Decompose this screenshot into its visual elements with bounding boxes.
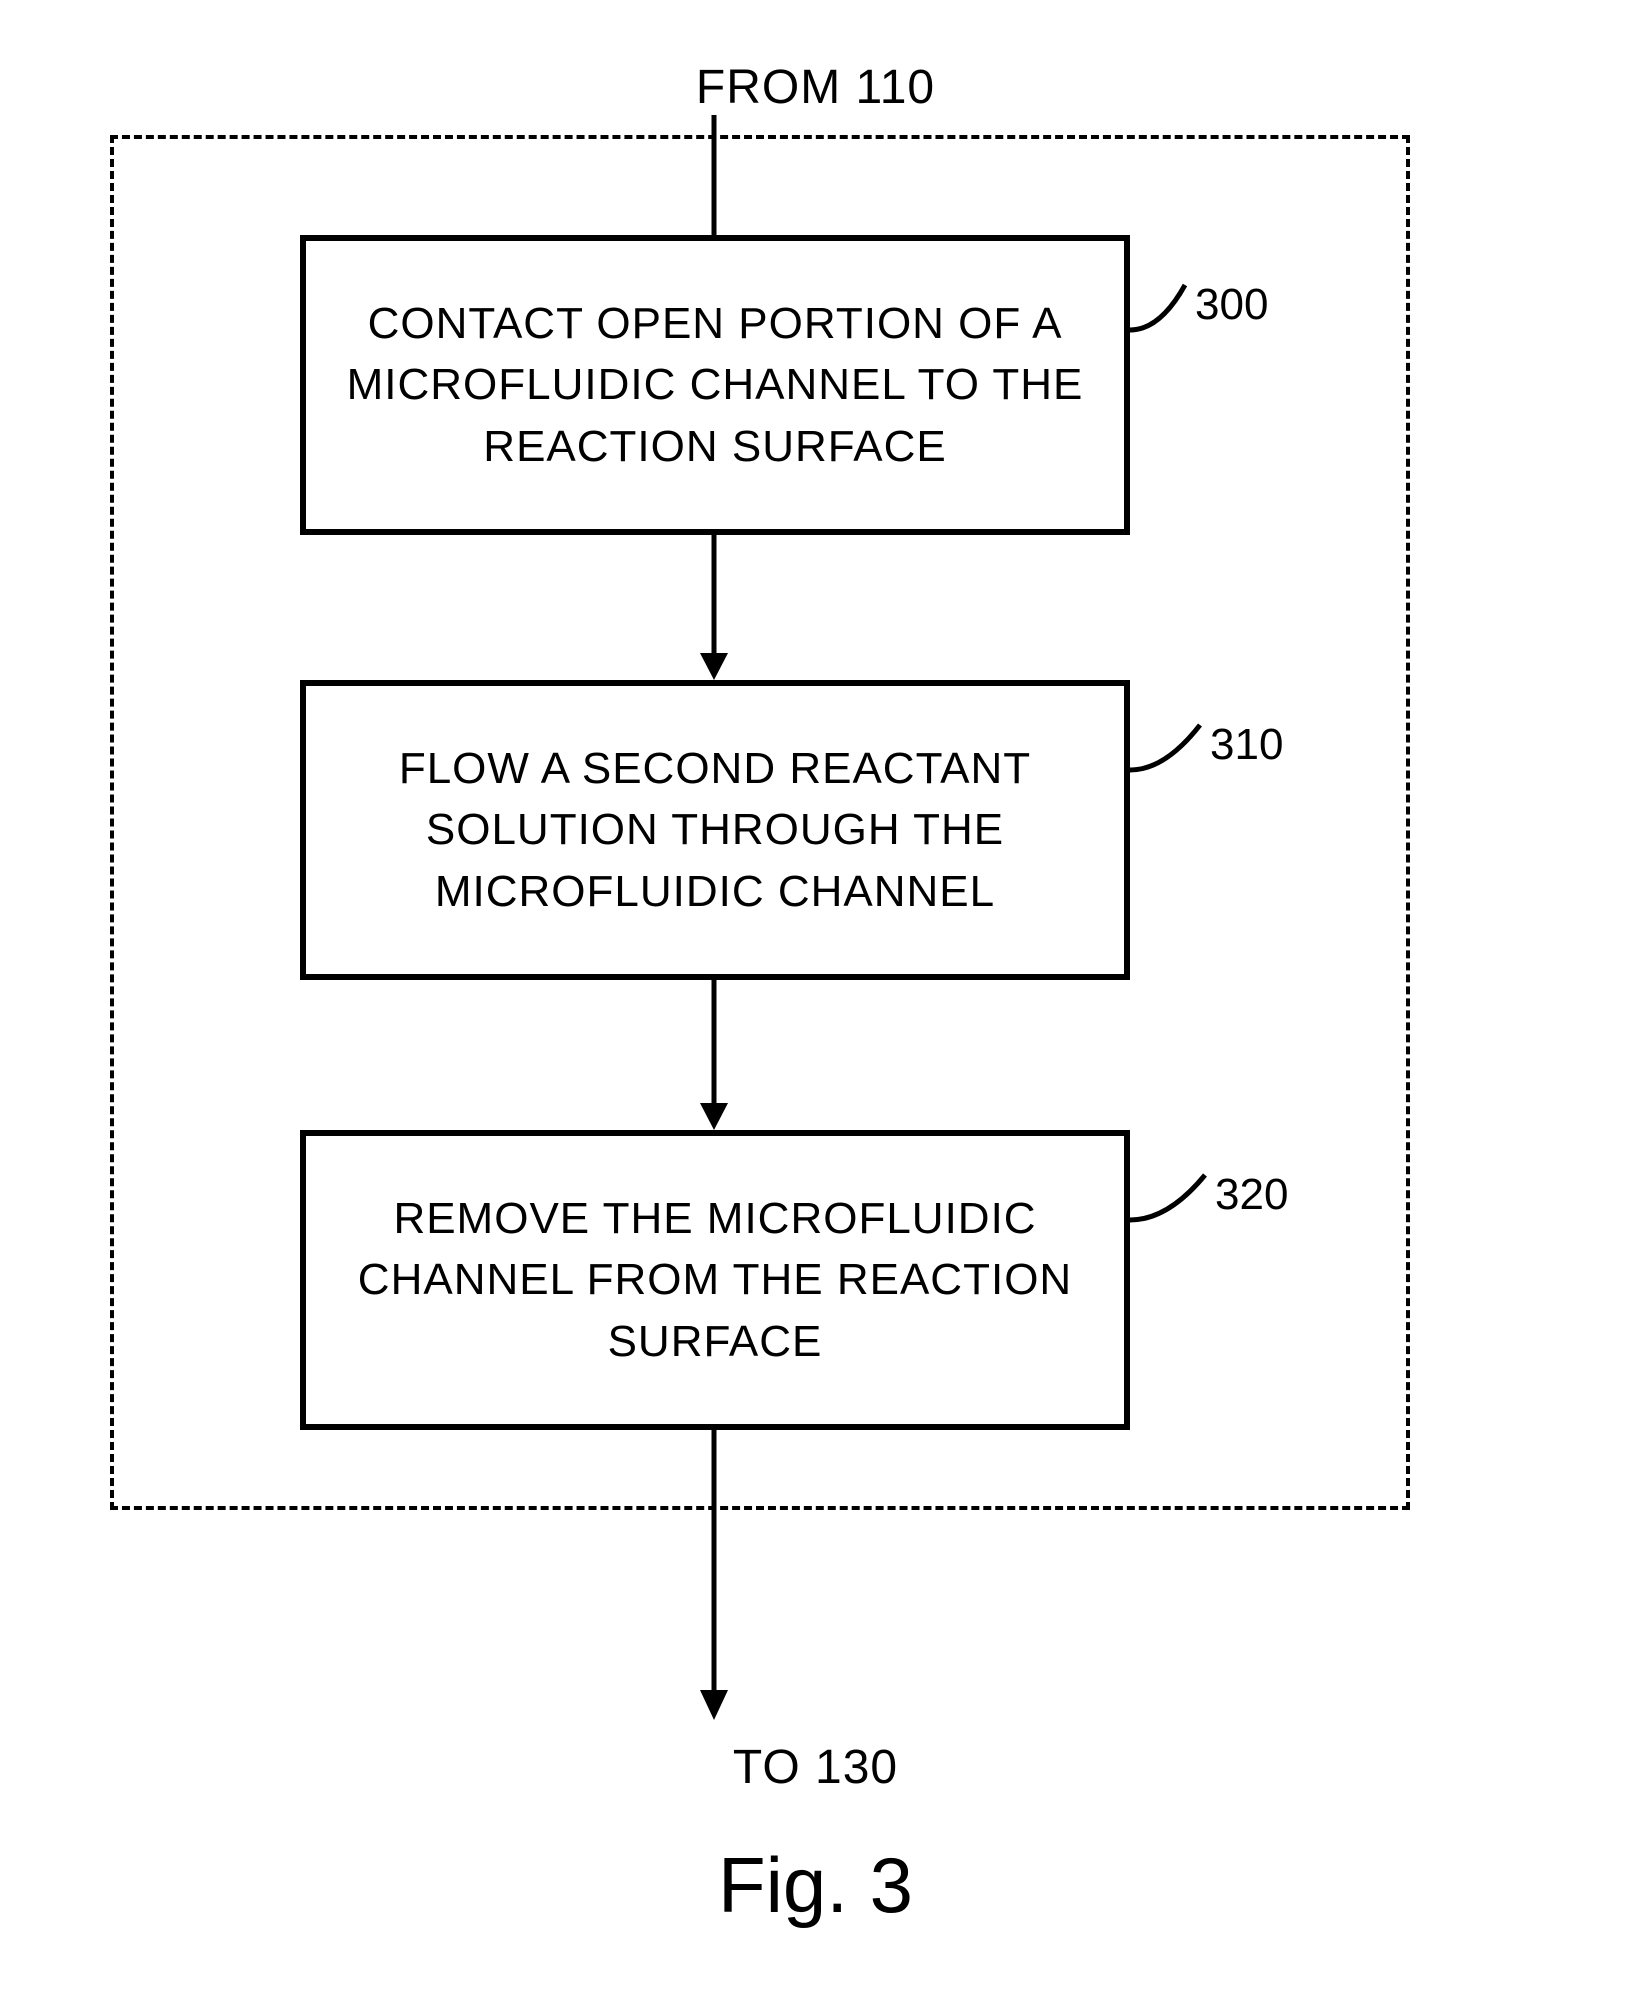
step-text-300: CONTACT OPEN PORTION OF A MICROFLUIDIC C… xyxy=(336,293,1094,478)
figure-label: Fig. 3 xyxy=(718,1840,913,1931)
ref-curve-310 xyxy=(1130,720,1220,790)
ref-curve-320 xyxy=(1130,1170,1225,1240)
step-box-320: REMOVE THE MICROFLUIDIC CHANNEL FROM THE… xyxy=(300,1130,1130,1430)
step-text-310: FLOW A SECOND REACTANT SOLUTION THROUGH … xyxy=(336,738,1094,923)
connector-2-3 xyxy=(694,980,734,1130)
step-box-310: FLOW A SECOND REACTANT SOLUTION THROUGH … xyxy=(300,680,1130,980)
ref-label-310: 310 xyxy=(1210,720,1283,770)
step-text-320: REMOVE THE MICROFLUIDIC CHANNEL FROM THE… xyxy=(336,1188,1094,1373)
bottom-label: TO 130 xyxy=(733,1740,898,1795)
top-label: FROM 110 xyxy=(696,60,935,115)
ref-label-320: 320 xyxy=(1215,1170,1288,1220)
connector-3-bottom xyxy=(694,1430,734,1720)
ref-label-300: 300 xyxy=(1195,280,1268,330)
connector-1-2 xyxy=(694,535,734,680)
flowchart-container: FROM 110 CONTACT OPEN PORTION OF A MICRO… xyxy=(0,0,1631,2010)
step-box-300: CONTACT OPEN PORTION OF A MICROFLUIDIC C… xyxy=(300,235,1130,535)
